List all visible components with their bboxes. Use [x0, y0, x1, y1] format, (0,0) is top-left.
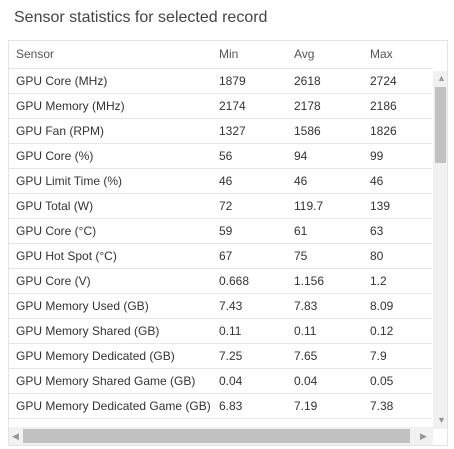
stat-value: 0.04 [219, 374, 243, 388]
column-header: Min [219, 47, 239, 61]
scroll-up[interactable]: ▲ [437, 73, 446, 83]
stat-value: 1826 [370, 124, 397, 138]
stat-value: 2618 [294, 74, 321, 88]
sensor-name: GPU Memory (MHz) [16, 99, 125, 113]
sensor-name: GPU Memory Dedicated Game (GB) [16, 399, 211, 413]
row-divider [9, 368, 432, 369]
row-divider [9, 68, 432, 69]
row-divider [9, 318, 432, 319]
scroll-down[interactable]: ▼ [437, 415, 446, 425]
stat-value: 1327 [219, 124, 246, 138]
stat-value: 0.04 [294, 374, 318, 388]
column-header: Sensor [16, 47, 55, 61]
title: Sensor statistics for selected record [14, 9, 268, 26]
column-header: Avg [294, 47, 315, 61]
stat-value: 67 [219, 249, 233, 263]
sensor-name: GPU Fan (RPM) [16, 124, 105, 138]
stat-value: 119.7 [294, 199, 324, 213]
stat-value: 7.9 [370, 349, 387, 363]
table: 7.38 7.19 6.83 GPU Memory Dedicated Game (G… [8, 40, 448, 446]
stat-value: 7.83 [294, 299, 318, 313]
row-divider [9, 143, 432, 144]
stat-value: 8.09 [370, 299, 394, 313]
sensor-name: GPU Core (°C) [16, 224, 97, 238]
stat-value: 2724 [370, 74, 397, 88]
row-divider [9, 343, 432, 344]
scroll-right[interactable]: ▶ [420, 431, 427, 441]
stat-value: 7.25 [219, 349, 243, 363]
stat-value: 46 [219, 174, 233, 188]
row-divider [9, 93, 432, 94]
scroll-thumb[interactable] [435, 87, 446, 163]
row-divider [9, 168, 432, 169]
sensor-name: GPU Memory Dedicated (GB) [16, 349, 175, 363]
sensor-name: GPU Core (%) [16, 149, 94, 163]
stat-value: 75 [294, 249, 308, 263]
stat-value: 2186 [370, 99, 397, 113]
stat-value: 2178 [294, 99, 321, 113]
stat-value: 46 [294, 174, 308, 188]
stat-value: 61 [294, 224, 308, 238]
stat-value: 7.38 [370, 399, 394, 413]
row-divider [9, 418, 432, 419]
row-divider [9, 193, 432, 194]
sensor-name: GPU Total (W) [16, 199, 94, 213]
sensor-name: GPU Memory Used (GB) [16, 299, 149, 313]
row-divider [9, 243, 432, 244]
stat-value: 1879 [219, 74, 246, 88]
row-divider [9, 118, 432, 119]
stat-value: 99 [370, 149, 384, 163]
stat-value: 6.83 [219, 399, 243, 413]
stat-value: 7.19 [294, 399, 318, 413]
stat-value: 56 [219, 149, 233, 163]
scroll-thumb[interactable] [23, 429, 410, 443]
stat-value: 1.156 [294, 274, 325, 288]
scroll-left[interactable]: ◀ [12, 431, 19, 441]
row-divider [9, 218, 432, 219]
stat-value: 2174 [219, 99, 246, 113]
stat-value: 0.668 [219, 274, 250, 288]
stat-value: 63 [370, 224, 384, 238]
row-divider [9, 268, 432, 269]
stat-value: 0.11 [219, 324, 242, 338]
column-header: Max [370, 47, 393, 61]
stat-value: 59 [219, 224, 233, 238]
sensor-name: GPU Core (MHz) [16, 74, 108, 88]
stat-value: 46 [370, 174, 384, 188]
sensor-name: GPU Memory Shared Game (GB) [16, 374, 196, 388]
sensor-name: GPU Memory Shared (GB) [16, 324, 160, 338]
stat-value: 72 [219, 199, 233, 213]
stat-value: 94 [294, 149, 308, 163]
stat-value: 0.12 [370, 324, 394, 338]
stat-value: 80 [370, 249, 384, 263]
sensor-name: GPU Hot Spot (°C) [16, 249, 117, 263]
row-divider [9, 293, 432, 294]
stat-value: 7.65 [294, 349, 318, 363]
stat-value: 0.05 [370, 374, 394, 388]
stat-value: 7.43 [219, 299, 243, 313]
sensor-name: GPU Limit Time (%) [16, 174, 123, 188]
stat-value: 1586 [294, 124, 321, 138]
row-divider [9, 393, 432, 394]
stat-value: 0.11 [294, 324, 317, 338]
stat-value: 1.2 [370, 274, 387, 288]
stat-value: 139 [370, 199, 391, 213]
sensor-name: GPU Core (V) [16, 274, 91, 288]
